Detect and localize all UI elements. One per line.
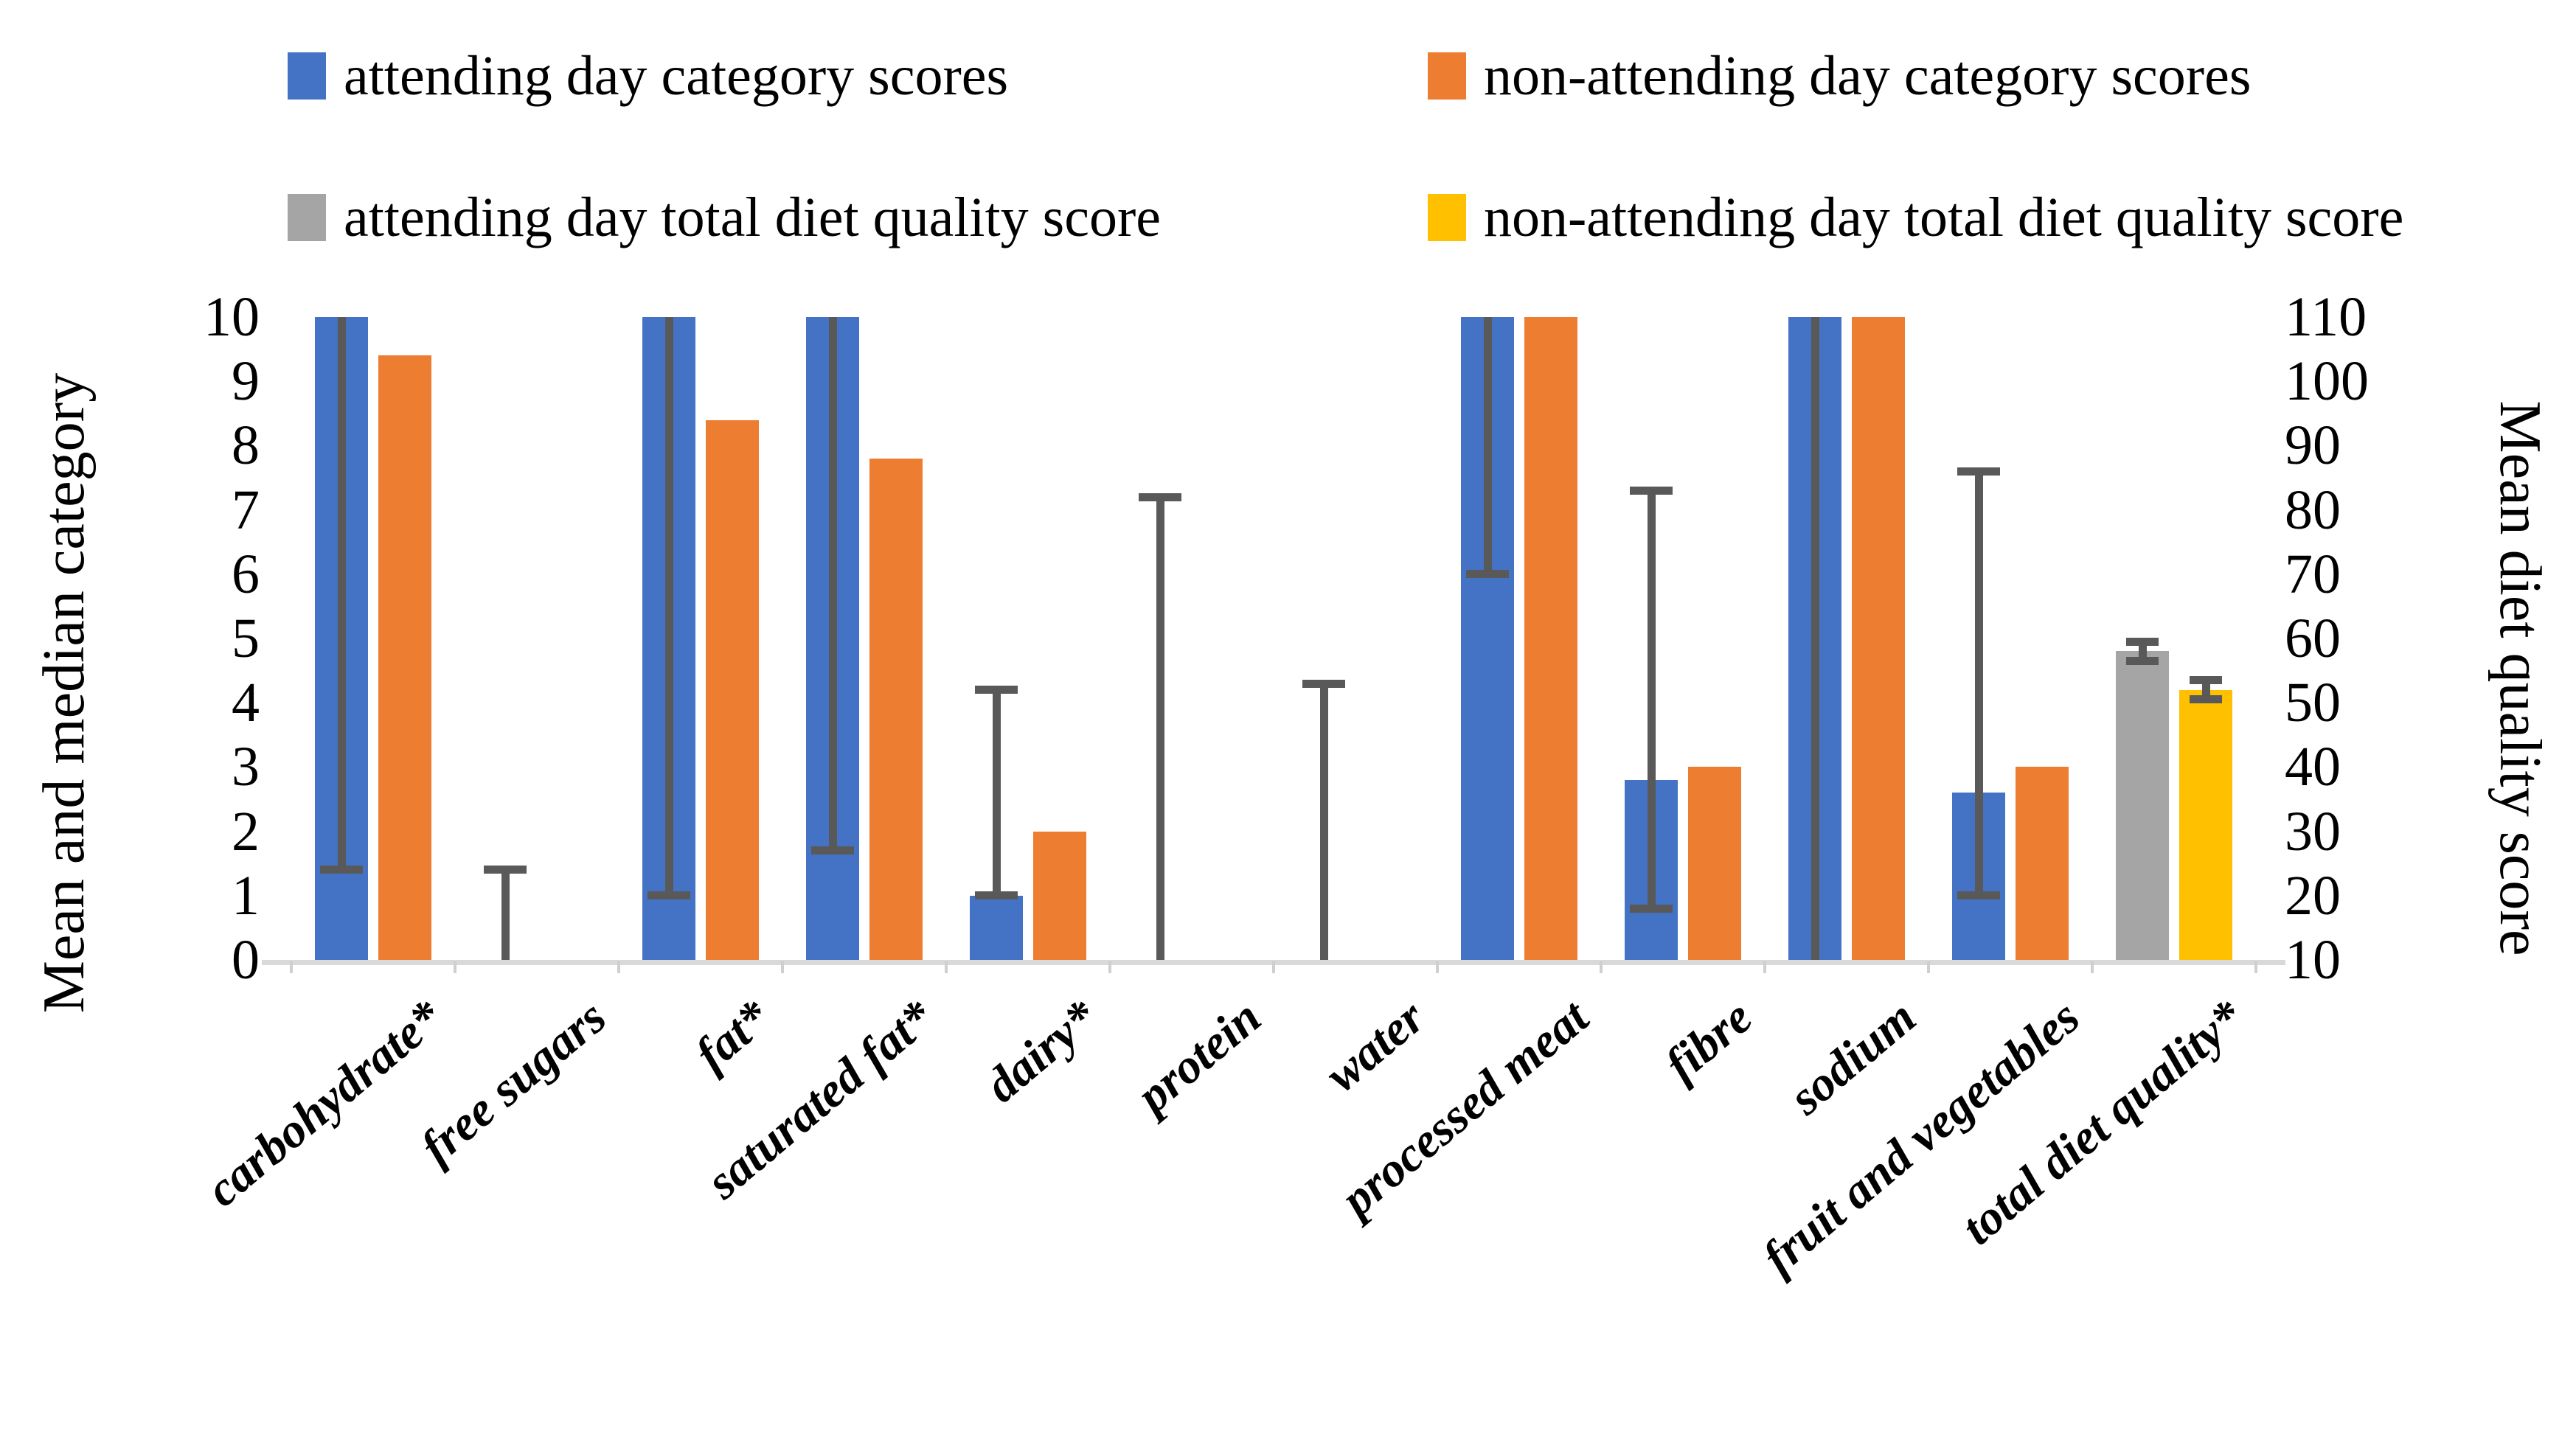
right-axis-tick-label: 60 [2285,607,2341,669]
left-axis-tick-label: 1 [232,864,260,927]
legend-label: attending day total diet quality score [344,186,1162,248]
error-bar-free sugars [501,869,510,960]
x-axis-tick [290,961,293,973]
error-bar-processed meat [1483,317,1492,574]
left-axis-tick-label: 8 [232,414,260,477]
left-axis-tick-label: 0 [232,929,260,991]
x-axis-tick [454,961,456,973]
legend-label: non-attending day total diet quality sco… [1484,186,2404,248]
error-bar-saturated fat* [828,317,837,851]
legend-swatch-orange [1428,52,1466,100]
x-axis-tick [781,961,784,973]
error-bar-cap [2126,637,2159,646]
bar-series2-processed meat [1524,317,1577,960]
error-bar-cap [1630,904,1673,913]
bar-series2-total diet quality* [2179,689,2232,960]
bar-series2-saturated fat* [869,458,923,960]
left-axis-tick-label: 2 [232,800,260,863]
right-axis-tick-label: 50 [2285,672,2341,734]
error-bar-carbohydrate* [337,317,346,870]
error-bar-cap [320,866,363,874]
left-axis-tick-label: 5 [232,607,260,669]
legend-item-attending-total: attending day total diet quality score [288,184,1161,251]
right-axis-tick-label: 80 [2285,478,2341,541]
right-axis-tick-label: 90 [2285,414,2341,477]
right-axis-tick-label: 20 [2285,864,2341,927]
bar-series2-fat* [706,419,759,960]
x-axis-tick [1600,961,1603,973]
bar-series1-dairy* [970,895,1023,960]
left-axis-tick-label: 9 [232,350,260,413]
error-bar-cap [811,846,854,855]
x-axis-tick [2091,961,2094,973]
error-bar-cap [1957,891,2000,900]
error-bar-cap [975,891,1018,900]
legend-label: non-attending day category scores [1484,44,2252,107]
error-bar-fat* [664,317,673,896]
right-axis-tick-label: 100 [2285,350,2369,413]
bar-series2-fruit and vegetables [2016,767,2069,960]
error-bar-sodium [1811,317,1819,960]
error-bar-cap [484,866,527,874]
legend-swatch-gray [288,194,326,241]
error-bar-cap [2190,676,2222,685]
left-axis-tick-label: 7 [232,478,260,541]
x-axis-tick [1927,961,1930,973]
error-bar-cap [1630,486,1673,495]
error-bar-cap [1302,679,1345,688]
error-bar-cap [1466,570,1509,579]
bar-series1-total diet quality* [2116,651,2169,960]
error-bar-cap [975,686,1018,694]
error-bar-cap [1957,467,2000,476]
error-bar-cap [1139,492,1181,501]
legend-label: attending day category scores [344,44,1009,107]
x-axis-tick [1272,961,1275,973]
legend-item-nonattending-category: non-attending day category scores [1428,43,2251,109]
error-bar-fruit and vegetables [1974,471,1983,896]
error-bar-cap [648,891,690,900]
x-axis-tick [945,961,948,973]
right-axis-tick-label: 10 [2285,929,2341,991]
error-bar-cap [2126,657,2159,666]
error-bar-total diet quality* [2201,680,2210,700]
bar-series2-dairy* [1033,831,1086,960]
right-axis-tick-label: 30 [2285,800,2341,863]
error-bar-dairy* [992,689,1001,896]
right-axis-tick-label: 110 [2285,286,2367,348]
right-axis-tick-label: 70 [2285,543,2341,605]
error-bar-protein [1156,497,1164,960]
right-axis-tick-label: 40 [2285,736,2341,798]
legend-item-attending-category: attending day category scores [288,43,1008,109]
left-axis-tick-label: 3 [232,736,260,798]
error-bar-total diet quality* [2138,641,2147,661]
bar-series2-carbohydrate* [378,355,431,960]
x-axis-tick [617,961,620,973]
left-axis-tick-label: 10 [204,286,260,348]
left-axis-tick-label: 6 [232,543,260,605]
x-axis-tick [1436,961,1439,973]
bar-series2-sodium [1852,317,1905,960]
bar-series2-fibre [1688,767,1741,960]
left-axis-tick-label: 4 [232,672,260,734]
legend-swatch-blue [288,52,326,100]
x-axis-tick [2254,961,2257,973]
error-bar-fibre [1647,490,1656,909]
legend-item-nonattending-total: non-attending day total diet quality sco… [1428,184,2403,251]
error-bar-cap [2190,695,2222,704]
legend-swatch-yellow [1428,194,1466,241]
error-bar-water [1319,683,1328,960]
x-axis-tick [1763,961,1766,973]
x-axis-tick [1108,961,1111,973]
